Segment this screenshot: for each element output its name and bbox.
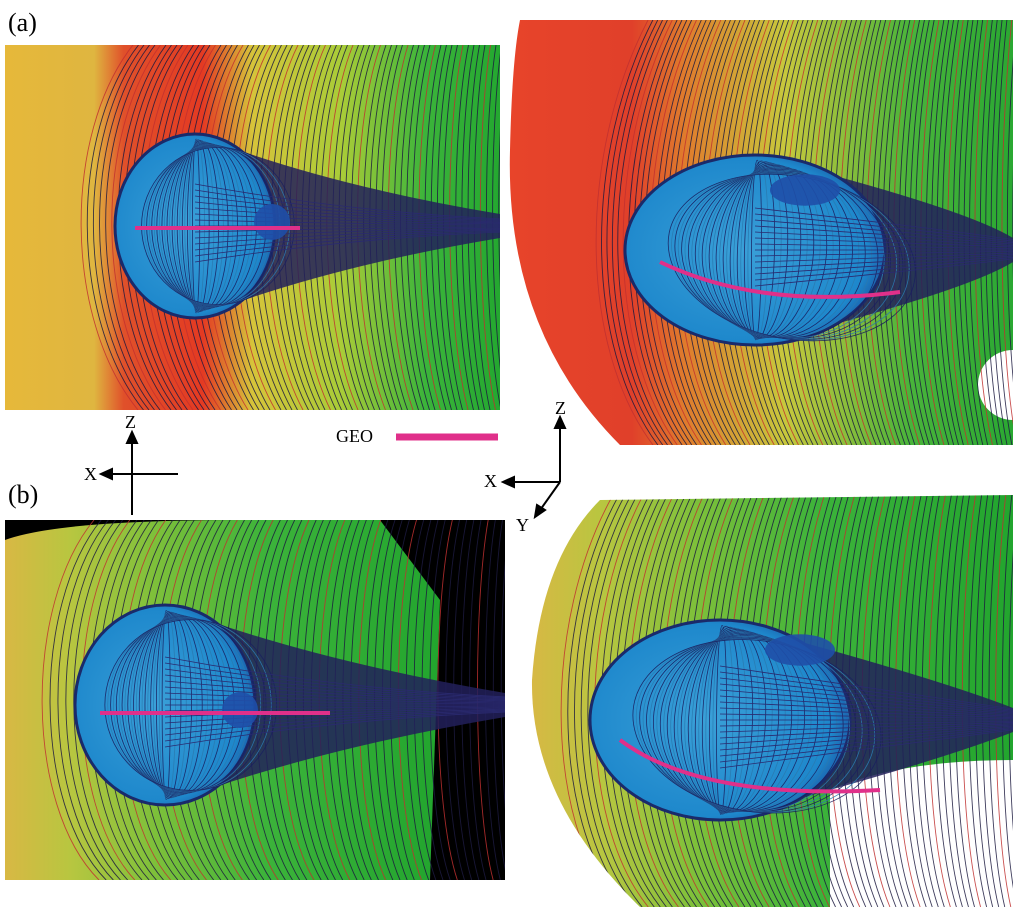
panel-a-right <box>505 20 1013 445</box>
field-line <box>509 520 522 880</box>
panel-label: (b) <box>8 480 38 509</box>
arrow-head <box>555 417 565 428</box>
legend-label: GEO <box>336 426 373 446</box>
arrow-head <box>503 477 514 487</box>
axis-label: X <box>84 464 97 484</box>
axis-label: Z <box>125 412 136 432</box>
panel-a-left <box>5 45 520 410</box>
axes-3d <box>503 417 565 517</box>
figure: (a) (b) Z X GEO Z X Y <box>0 0 1013 907</box>
field-line <box>499 45 512 410</box>
panel-label: (a) <box>8 8 37 37</box>
earth-region <box>222 692 258 728</box>
axis-label: Y <box>516 515 529 535</box>
arrow-head <box>101 469 112 479</box>
earth-region <box>254 204 290 240</box>
axes-2d <box>101 432 178 515</box>
earth-region <box>765 634 835 666</box>
arrow-head <box>127 432 137 443</box>
panel-b-left <box>5 520 525 880</box>
axis-label: X <box>484 471 497 491</box>
earth-region <box>770 174 840 206</box>
panel-b-right <box>530 495 1013 907</box>
axis-label: Z <box>555 398 566 418</box>
